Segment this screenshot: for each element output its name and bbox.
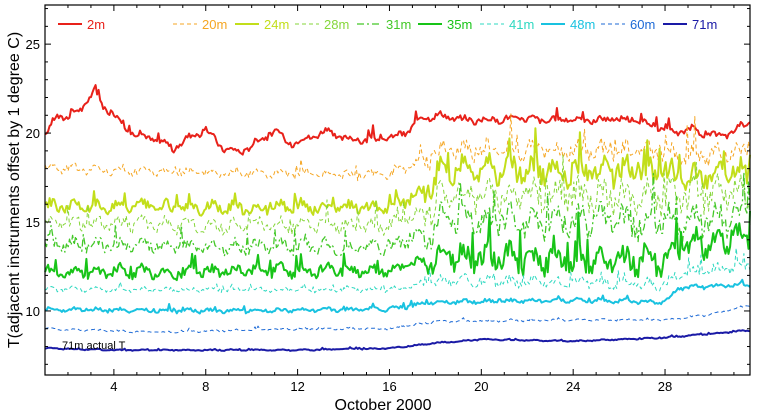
legend-label-2m: 2m bbox=[87, 17, 105, 32]
series-line-20m bbox=[44, 113, 751, 182]
plot-frame bbox=[44, 4, 751, 376]
series-line-60m bbox=[44, 305, 751, 334]
series-lines bbox=[44, 84, 751, 352]
series-line-24m bbox=[44, 127, 751, 217]
x-tick-label-8: 8 bbox=[202, 379, 209, 394]
series-line-31m bbox=[44, 171, 751, 257]
legend: 2m 20m 24m 28m 31m 35m 41m 48m 60m 71m bbox=[58, 17, 717, 32]
legend-label-35m: 35m bbox=[447, 17, 472, 32]
legend-label-24m: 24m bbox=[264, 17, 289, 32]
x-axis-label: October 2000 bbox=[335, 397, 432, 414]
x-tick-label-20: 20 bbox=[474, 379, 488, 394]
x-tick-label-24: 24 bbox=[566, 379, 580, 394]
x-tick-label-12: 12 bbox=[290, 379, 304, 394]
series-line-71m bbox=[44, 329, 751, 352]
legend-label-71m: 71m bbox=[692, 17, 717, 32]
legend-label-48m: 48m bbox=[570, 17, 595, 32]
legend-label-20m: 20m bbox=[202, 17, 227, 32]
y-tick-label-20: 20 bbox=[26, 126, 40, 141]
x-tick-label-4: 4 bbox=[110, 379, 117, 394]
legend-label-60m: 60m bbox=[630, 17, 655, 32]
legend-label-31m: 31m bbox=[386, 17, 411, 32]
annotation-71m-actual: 71m actual T bbox=[62, 340, 126, 352]
series-line-48m bbox=[44, 278, 751, 315]
series-line-35m bbox=[44, 210, 751, 282]
legend-label-41m: 41m bbox=[509, 17, 534, 32]
series-line-2m bbox=[44, 84, 751, 156]
y-tick-label-15: 15 bbox=[26, 215, 40, 230]
y-axis-label: T(adjacent instruments offset by 1 degre… bbox=[6, 32, 23, 348]
x-tick-label-16: 16 bbox=[382, 379, 396, 394]
series-line-28m bbox=[44, 154, 751, 236]
y-tick-label-25: 25 bbox=[26, 37, 40, 52]
axis-ticks: 4 8 12 16 20 24 28 10 15 20 25 bbox=[26, 5, 750, 394]
x-tick-label-28: 28 bbox=[658, 379, 672, 394]
legend-label-28m: 28m bbox=[324, 17, 349, 32]
y-tick-label-10: 10 bbox=[26, 304, 40, 319]
